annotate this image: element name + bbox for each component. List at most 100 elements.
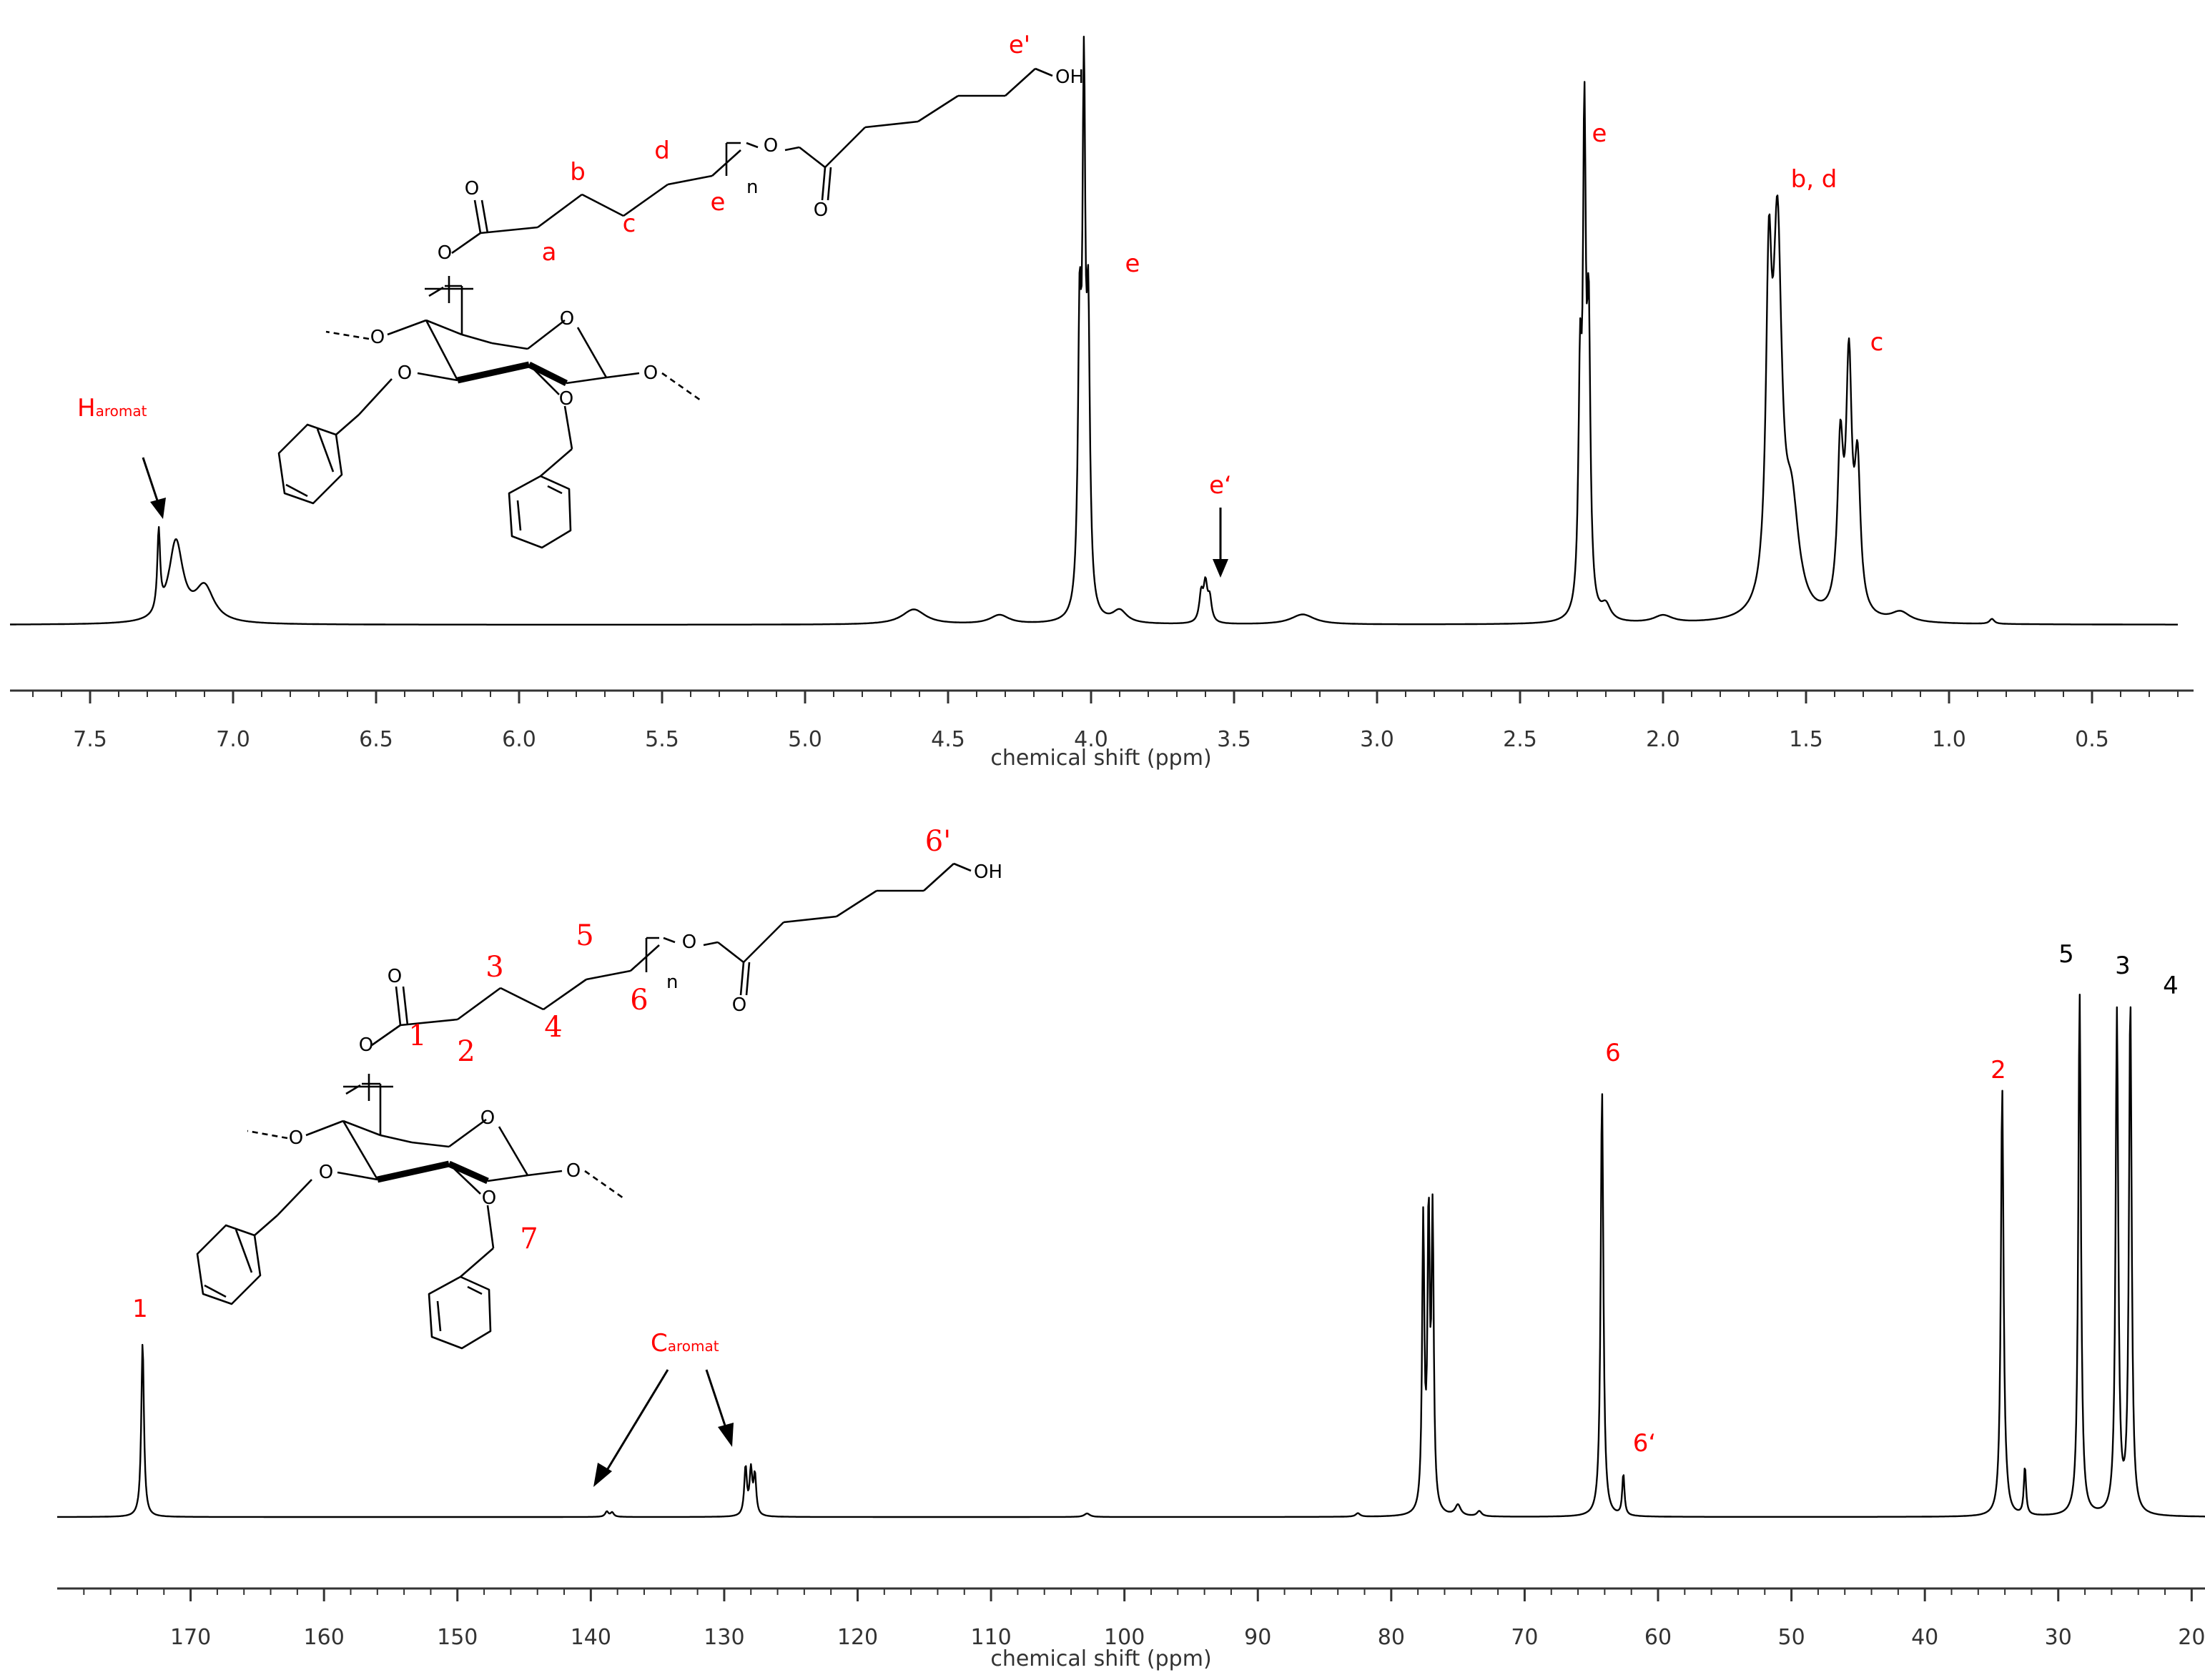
h-nmr-tick-label: 7.0 (216, 727, 250, 752)
arrow-c-aromatic-1 (605, 1369, 669, 1472)
struct2-o-benz-a: O (319, 1162, 333, 1183)
struct2-label-6: 6 (630, 984, 648, 1017)
h-nmr-tick-label: 3.0 (1360, 727, 1394, 752)
c-nmr-tick-label: 40 (1911, 1625, 1938, 1650)
annotation-bd: b, d (1791, 165, 1838, 194)
struct1-o-left: O (370, 327, 385, 348)
c-nmr-x-axis-title: chemical shift (ppm) (990, 1646, 1211, 1671)
arrow-h-aromatic-head (150, 498, 166, 519)
struct2-label-3: 3 (485, 951, 503, 984)
h-nmr-tick-label: 4.5 (931, 727, 965, 752)
c-nmr-tick-label: 150 (437, 1625, 478, 1650)
struct1-label-c: c (623, 209, 636, 238)
c-nmr-tick-label: 170 (170, 1625, 211, 1650)
c-nmr-tick-label: 160 (304, 1625, 345, 1650)
c-nmr-tick-label: 90 (1244, 1625, 1271, 1650)
struct1-label-e: e (711, 188, 726, 217)
struct1-label-e-prime: e' (1009, 31, 1030, 59)
h-nmr-tick-label: 0.5 (2075, 727, 2109, 752)
struct2-label-4: 4 (544, 1011, 562, 1044)
benzene-ring-2a (196, 1224, 262, 1305)
arrow-c-aromatic-2-head (718, 1423, 734, 1447)
h-nmr-tick-label: 5.0 (788, 727, 822, 752)
structure-2 (196, 862, 972, 1350)
arrow-c-aromatic-2 (705, 1369, 728, 1431)
struct2-label-7: 7 (520, 1222, 538, 1255)
c-nmr-x-ticks: 170 160 150 140 130 120 110 100 90 80 70 60 50 40 30 20 (83, 1588, 2205, 1650)
struct2-o-right: O (566, 1160, 581, 1182)
annotation-e-2ppm: e (1592, 119, 1607, 148)
c-nmr-tick-label: 110 (970, 1625, 1011, 1650)
struct1-o-ring: O (560, 308, 574, 330)
h-aromatic-label: Haromat (77, 394, 147, 423)
struct2-o-ring: O (480, 1107, 495, 1129)
c-nmr-tick-label: 140 (571, 1625, 611, 1650)
c-nmr-tick-label: 20 (2178, 1625, 2205, 1650)
annotation-3: 3 (2115, 952, 2131, 980)
annotation-4: 4 (2163, 972, 2179, 1000)
struct1-o-right: O (643, 362, 658, 384)
h-aromatic-sub: aromat (96, 402, 147, 420)
c-nmr-tick-label: 80 (1378, 1625, 1405, 1650)
c-nmr-spectrum-line (56, 994, 2205, 1518)
h-nmr-tick-label: 2.5 (1503, 727, 1537, 752)
h-nmr-tick-label: 4.0 (1074, 727, 1108, 752)
h-nmr-tick-label: 7.5 (73, 727, 107, 752)
h-nmr-tick-label: 6.5 (359, 727, 393, 752)
struct2-o-benz-b: O (482, 1187, 496, 1209)
c-nmr-tick-label: 70 (1511, 1625, 1538, 1650)
h-nmr-x-axis-title: chemical shift (ppm) (990, 746, 1211, 771)
annotation-e-prime: e‘ (1209, 471, 1232, 500)
annotation-6: 6 (1605, 1039, 1621, 1067)
h-nmr-x-ticks: 7.5 7.0 6.5 6.0 5.5 5.0 4.5 4.0 3.5 3.0 2.5 2.0 1.5 1… (32, 691, 2179, 752)
benzene-ring-1a (277, 423, 343, 505)
h-nmr-tick-label: 2.0 (1646, 727, 1680, 752)
benzene-ring-2b (428, 1275, 492, 1350)
c-nmr-tick-label: 100 (1104, 1625, 1145, 1650)
annotation-6-prime: 6‘ (1633, 1429, 1656, 1458)
struct2-label-2: 2 (457, 1035, 475, 1068)
struct1-o-carbonyl: O (465, 178, 479, 199)
struct2-oh: OH (974, 861, 1002, 883)
struct1-o-benz-b: O (559, 388, 573, 410)
c-nmr-tick-label: 130 (704, 1625, 744, 1650)
h-nmr-tick-label: 5.5 (645, 727, 679, 752)
arrow-h-aromatic (142, 457, 160, 505)
annotation-e-4ppm: e (1125, 249, 1140, 278)
annotation-5: 5 (2058, 940, 2074, 969)
structure-1 (277, 67, 1053, 549)
h-aromatic-main: H (77, 394, 96, 423)
h-nmr-tick-label: 1.5 (1789, 727, 1823, 752)
c-nmr-tick-label: 50 (1777, 1625, 1805, 1650)
struct2-o-left: O (289, 1127, 303, 1149)
struct1-label-d: d (654, 137, 670, 165)
c-aromatic-label: Caromat (651, 1329, 719, 1358)
c-nmr-tick-label: 30 (2045, 1625, 2072, 1650)
h-nmr-panel: 7.5 7.0 6.5 6.0 5.5 5.0 4.5 4.0 3.5 3.0 2.5 2.0 1.5 1… (9, 31, 2194, 771)
h-nmr-spectrum-line (9, 36, 2179, 626)
struct1-o-carbonyl2: O (814, 199, 828, 221)
h-nmr-tick-label: 3.5 (1217, 727, 1251, 752)
struct1-o-ester: O (438, 242, 452, 264)
struct1-o-benz-a: O (398, 362, 412, 384)
struct2-o-carbonyl2: O (732, 994, 746, 1016)
structure-2-labels: O O O O O O O O O OH n 6' 1 2 3 4 5 6 7 (289, 825, 1002, 1255)
struct2-o-chain: O (682, 932, 696, 953)
c-aromatic-main: C (651, 1329, 668, 1358)
struct2-o-ester: O (359, 1034, 373, 1056)
struct2-label-1: 1 (408, 1019, 426, 1052)
struct1-label-a: a (542, 238, 557, 267)
struct2-label-6-prime: 6' (925, 825, 951, 858)
c-aromatic-sub: aromat (668, 1338, 719, 1355)
c-nmr-tick-label: 60 (1644, 1625, 1672, 1650)
c-nmr-tick-label: 120 (837, 1625, 878, 1650)
c-nmr-panel: 170 160 150 140 130 120 110 100 90 80 70 60 50 40 30 20… (56, 825, 2205, 1671)
arrow-c-aromatic-1-head (593, 1463, 612, 1487)
struct1-n: n (746, 177, 758, 198)
annotation-2: 2 (1991, 1056, 2006, 1084)
benzene-ring-1b (508, 475, 572, 549)
h-nmr-tick-label: 1.0 (1932, 727, 1966, 752)
annotation-c: c (1870, 328, 1884, 357)
struct1-oh: OH (1055, 66, 1084, 88)
